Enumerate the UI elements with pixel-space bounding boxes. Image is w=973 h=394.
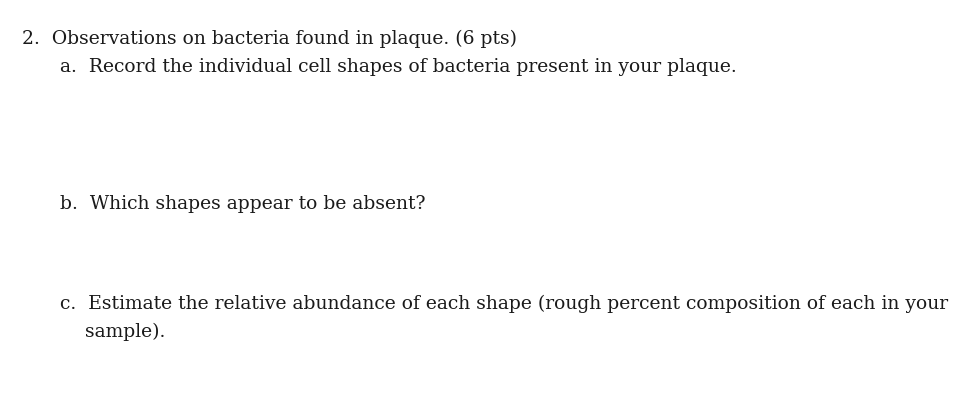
Text: sample).: sample).	[85, 323, 165, 341]
Text: b.  Which shapes appear to be absent?: b. Which shapes appear to be absent?	[60, 195, 425, 213]
Text: a.  Record the individual cell shapes of bacteria present in your plaque.: a. Record the individual cell shapes of …	[60, 58, 737, 76]
Text: 2.  Observations on bacteria found in plaque. (6 pts): 2. Observations on bacteria found in pla…	[22, 30, 517, 48]
Text: c.  Estimate the relative abundance of each shape (rough percent composition of : c. Estimate the relative abundance of ea…	[60, 295, 948, 313]
